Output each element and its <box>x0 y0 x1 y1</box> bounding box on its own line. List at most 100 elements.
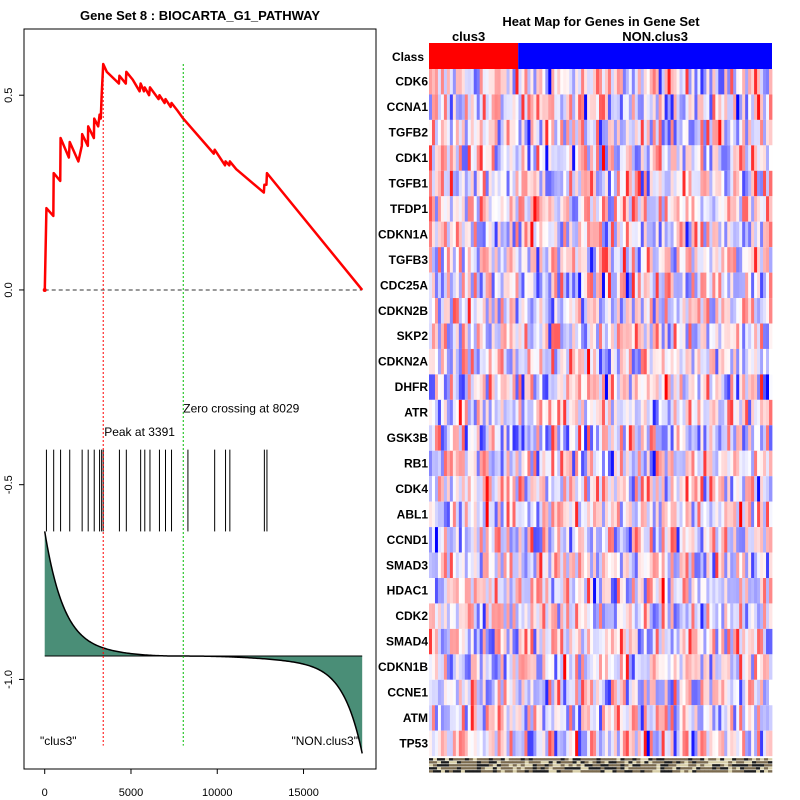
gene-label: GSK3B <box>387 431 429 445</box>
heatmap-cell <box>709 527 713 553</box>
heatmap-cell <box>649 323 654 349</box>
heatmap-cell <box>625 272 630 299</box>
heatmap-cell <box>637 119 642 146</box>
heatmap-cell <box>491 119 496 146</box>
gene-label: CCND1 <box>387 533 429 547</box>
heatmap-cell <box>700 94 704 120</box>
footer-cell <box>624 770 629 773</box>
heatmap-cell <box>712 654 716 680</box>
heatmap-cell <box>682 501 686 528</box>
footer-cell <box>708 761 713 764</box>
heatmap-cell <box>464 705 469 731</box>
heatmap-cell <box>757 348 761 375</box>
footer-cell <box>504 761 510 764</box>
heatmap-cell <box>655 476 660 502</box>
heatmap-cell <box>449 374 454 400</box>
footer-cell <box>492 767 498 770</box>
heatmap-cell <box>610 170 615 197</box>
heatmap-cell <box>557 425 561 451</box>
heatmap-cell <box>467 527 472 553</box>
heatmap-cell <box>536 603 540 629</box>
heatmap-cell <box>545 603 549 629</box>
heatmap-cell <box>503 628 507 655</box>
heatmap-cell <box>667 374 671 400</box>
heatmap-cell <box>619 94 624 120</box>
heatmap-cell <box>763 399 767 426</box>
heatmap-cell <box>724 196 728 222</box>
heatmap-cell <box>652 272 657 299</box>
heatmap-cell <box>476 603 481 629</box>
heatmap-cell <box>584 69 588 95</box>
heatmap-cell <box>703 170 707 197</box>
heatmap-cell <box>434 69 439 95</box>
heatmap-cell <box>709 425 713 451</box>
heatmap-cell <box>730 94 734 120</box>
heatmap-cell <box>458 323 463 349</box>
heatmap-cell <box>751 552 755 578</box>
heatmap-cell <box>560 323 564 349</box>
heatmap-cell <box>533 527 537 553</box>
heatmap-row <box>429 247 773 273</box>
heatmap-cell <box>530 221 534 248</box>
heatmap-cell <box>575 552 579 578</box>
heatmap-cell <box>458 399 463 426</box>
heatmap-cell <box>524 247 528 273</box>
heatmap-cell <box>533 348 537 375</box>
heatmap-cell <box>566 450 570 477</box>
heatmap-cell <box>649 425 654 451</box>
heatmap-cell <box>748 552 752 578</box>
heatmap-cell <box>458 272 463 299</box>
heatmap-cell <box>607 221 612 248</box>
heatmap-cell <box>694 196 698 222</box>
heatmap-cell <box>536 272 540 299</box>
heatmap-cell <box>548 730 552 757</box>
heatmap-cell <box>581 374 585 400</box>
heatmap-cell <box>518 552 522 578</box>
footer-cell <box>448 767 454 770</box>
heatmap-cell <box>587 272 591 299</box>
heatmap-cell <box>485 94 490 120</box>
heatmap-cell <box>581 450 585 477</box>
heatmap-cell <box>536 527 540 553</box>
heatmap-cell <box>655 94 660 120</box>
heatmap-cell <box>664 527 669 553</box>
heatmap-cell <box>536 170 540 197</box>
footer-cell <box>696 767 701 770</box>
heatmap-cell <box>694 298 698 324</box>
heatmap-cell <box>575 603 579 629</box>
heatmap-cell <box>751 94 755 120</box>
footer-cell <box>608 761 613 764</box>
heatmap-cell <box>503 527 507 553</box>
heatmap-cell <box>524 730 528 757</box>
heatmap-cell <box>467 145 472 171</box>
heatmap-cell <box>610 348 615 375</box>
heatmap-cell <box>622 730 627 757</box>
heatmap-cell <box>736 527 740 553</box>
heatmap-cell <box>640 527 645 553</box>
heatmap-cell <box>560 679 564 706</box>
heatmap-cell <box>572 450 576 477</box>
heatmap-cell <box>575 705 579 731</box>
heatmap-cell <box>742 119 746 146</box>
heatmap-cell <box>628 730 633 757</box>
heatmap-cell <box>554 578 558 604</box>
heatmap-cell <box>634 578 639 604</box>
heatmap-cell <box>590 170 594 197</box>
heatmap-cell <box>613 196 618 222</box>
footer-cell <box>588 764 593 767</box>
heatmap-cell <box>500 69 504 95</box>
heatmap-cell <box>733 94 737 120</box>
heatmap-cell <box>694 654 698 680</box>
heatmap-cell <box>578 69 582 95</box>
heatmap-cell <box>572 501 576 528</box>
heatmap-cell <box>578 476 582 502</box>
heatmap-cell <box>631 94 636 120</box>
heatmap-cell <box>727 170 731 197</box>
heatmap-cell <box>715 94 719 120</box>
heatmap-cell <box>682 323 686 349</box>
heatmap-cell <box>524 450 528 477</box>
heatmap-cell <box>655 69 660 95</box>
heatmap-cell <box>458 119 463 146</box>
heatmap-cell <box>548 679 552 706</box>
footer-cell <box>540 761 545 764</box>
